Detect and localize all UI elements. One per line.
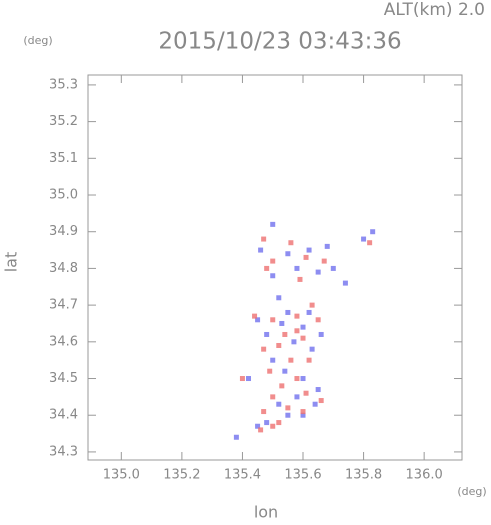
echo-point — [294, 328, 300, 334]
y-tick-label: 34.6 — [49, 334, 78, 349]
y-tick-label: 35.1 — [49, 151, 78, 166]
echo-point — [315, 317, 321, 323]
echo-point — [321, 258, 327, 264]
echo-point — [285, 309, 291, 315]
altitude-label: ALT(km) 2.0 — [384, 0, 485, 20]
echo-point — [282, 368, 288, 374]
echo-point — [306, 357, 312, 363]
echo-point — [279, 320, 285, 326]
y-tick-label: 34.8 — [49, 261, 78, 276]
echo-point — [300, 376, 306, 382]
echo-point — [264, 265, 270, 271]
y-tick-label: 35.0 — [49, 188, 78, 203]
echo-point — [300, 409, 306, 415]
x-tick-label: 135.0 — [103, 468, 140, 483]
echo-point — [246, 376, 252, 382]
echo-point — [270, 394, 276, 400]
echo-point — [297, 276, 303, 282]
x-tick-label: 135.2 — [163, 468, 200, 483]
echo-point — [258, 247, 264, 253]
echo-point — [300, 335, 306, 341]
echo-point — [315, 269, 321, 275]
echo-point — [288, 357, 294, 363]
echo-point — [288, 240, 294, 246]
x-tick-label: 135.4 — [224, 468, 261, 483]
echo-point — [267, 368, 273, 374]
echo-point — [294, 394, 300, 400]
echo-point — [318, 398, 324, 404]
echo-point — [270, 273, 276, 279]
x-axis-label: lon — [254, 503, 278, 522]
echo-point — [306, 247, 312, 253]
y-axis-label: lat — [2, 252, 21, 273]
echo-point — [279, 383, 285, 389]
echo-point — [255, 423, 261, 429]
echo-point — [285, 405, 291, 411]
y-tick-label: 35.3 — [49, 77, 78, 92]
x-tick-label: 136.0 — [406, 468, 443, 483]
echo-point — [294, 313, 300, 319]
echo-point — [312, 401, 318, 407]
echo-point — [342, 280, 348, 286]
echo-point — [270, 317, 276, 323]
echo-point — [315, 387, 321, 393]
echo-point — [264, 331, 270, 337]
echo-point — [233, 434, 239, 440]
echo-point — [324, 243, 330, 249]
echo-point — [264, 420, 270, 426]
y-tick-label: 34.7 — [49, 298, 78, 313]
x-tick-label: 135.8 — [345, 468, 382, 483]
echo-point — [303, 390, 309, 396]
x-tick-label: 135.6 — [284, 468, 321, 483]
echo-point — [258, 427, 264, 433]
echo-point — [270, 423, 276, 429]
echo-point — [303, 254, 309, 260]
echo-point — [318, 331, 324, 337]
echo-point — [261, 236, 267, 242]
echo-point — [270, 221, 276, 227]
echo-point — [285, 251, 291, 257]
x-unit: (deg) — [457, 485, 486, 498]
y-tick-label: 34.3 — [49, 444, 78, 459]
echo-point — [276, 420, 282, 426]
y-tick-label: 35.2 — [49, 114, 78, 129]
echo-point — [261, 409, 267, 415]
echo-point — [285, 412, 291, 418]
echo-point — [367, 240, 373, 246]
echo-point — [361, 236, 367, 242]
echo-point — [239, 376, 245, 382]
y-tick-label: 34.5 — [49, 371, 78, 386]
echo-point — [300, 412, 306, 418]
echo-point — [370, 229, 376, 235]
echo-point — [330, 265, 336, 271]
echo-point — [276, 342, 282, 348]
echo-point — [255, 317, 261, 323]
echo-point — [294, 265, 300, 271]
echo-point — [270, 357, 276, 363]
chart-title: 2015/10/23 03:43:36 — [158, 29, 401, 55]
echo-point — [276, 295, 282, 301]
echo-point — [294, 376, 300, 382]
echo-point — [282, 331, 288, 337]
y-tick-label: 34.9 — [49, 224, 78, 239]
echo-point — [270, 258, 276, 264]
plot-frame — [87, 74, 463, 461]
echo-point — [300, 324, 306, 330]
echo-point — [261, 346, 267, 352]
echo-point — [306, 309, 312, 315]
echo-point — [291, 339, 297, 345]
echo-point — [309, 346, 315, 352]
echo-point — [309, 302, 315, 308]
echo-point — [252, 313, 258, 319]
y-tick-label: 34.4 — [49, 408, 78, 423]
y-unit: (deg) — [23, 34, 52, 47]
echo-point — [276, 401, 282, 407]
